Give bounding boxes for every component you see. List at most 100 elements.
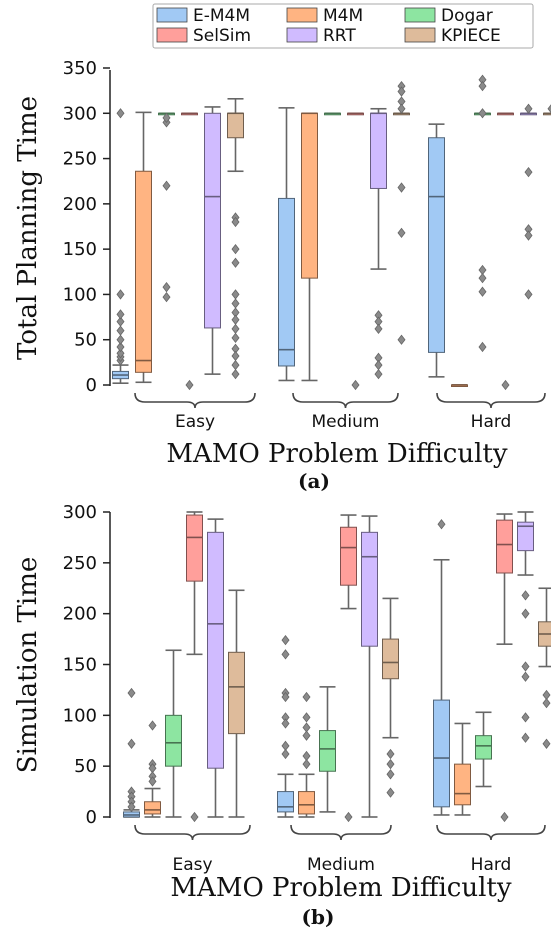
box-iqr [277,791,294,813]
box-iqr [165,714,182,767]
legend-swatch [404,27,436,43]
box-iqr [207,531,224,769]
flier-point [231,243,240,255]
flier-point [437,519,446,530]
panel-b: 0 50 100 150 200 250 300 Easy Medium Hard Simula… [13,502,551,929]
flier-point [116,334,125,345]
flier-point [231,298,240,309]
flier-point [231,323,240,334]
legend-swatch [156,7,188,23]
flier-point [501,379,510,391]
box-iqr [204,112,221,329]
flier-point [374,323,383,334]
plot-area [123,511,551,823]
flier-point [521,661,530,672]
category-brace [292,392,399,409]
x-category-label: Hard [471,855,512,875]
category-brace [134,824,251,841]
box-selsim-medium [347,112,364,391]
flier-point [524,103,533,114]
box-iqr [298,791,315,815]
box-rrt-medium [370,107,387,380]
flier-point [190,811,199,823]
flier-point [281,691,290,703]
flier-point [344,811,353,823]
box-iqr [228,651,245,735]
flier-point [162,291,171,303]
flier-point [524,289,533,300]
flier-point [386,769,395,780]
box-e-m4m-hard [433,519,450,816]
flier-point [281,748,290,760]
flier-point [374,359,383,371]
y-axis-label: Simulation Time [13,557,43,773]
legend-swatch [404,7,436,23]
flier-point [162,112,171,123]
flier-point [521,732,530,743]
box-kpiece-easy [227,97,244,380]
box-dogar-easy [158,112,175,303]
y-axis-label: Total Planning Time [13,96,43,360]
box-m4m-medium [298,691,315,818]
flier-point [478,286,487,297]
y-tick-label: 150 [63,655,97,676]
category-brace [436,824,546,841]
box-selsim-easy [186,511,203,823]
flier-point [386,758,395,770]
panel-a: 0 50 100 150 200 250 300 350 Easy Medium Hard Tot… [13,58,551,493]
flier-point [351,379,360,391]
flier-point [231,350,240,362]
box-iqr [433,699,450,808]
category-brace [436,392,546,409]
box-m4m-hard [451,384,468,387]
box-iqr [144,801,161,815]
legend-label: E-M4M [193,6,250,26]
y-tick-label: 0 [86,375,97,396]
flier-point [397,86,406,97]
box-iqr [382,638,399,680]
box-kpiece-hard [538,587,551,749]
y-tick-label: 150 [63,239,97,260]
box-iqr [428,137,445,353]
flier-point [478,341,487,353]
legend-swatch [286,27,318,43]
flier-point [231,368,240,380]
flier-point [521,671,530,682]
x-category-label: Medium [307,855,375,875]
box-iqr [475,735,492,760]
box-iqr [517,521,534,552]
flier-point [116,325,125,336]
box-iqr [135,170,152,373]
box-m4m-easy [144,720,161,818]
flier-point [231,332,240,344]
x-axis-label: MAMO Problem Difficulty [170,873,511,903]
flier-point [162,282,171,293]
y-tick-label: 200 [63,194,97,215]
flier-point [162,180,171,191]
legend-swatch [286,7,318,23]
y-tick-label: 100 [63,284,97,305]
box-selsim-easy [181,112,198,391]
category-braces: Easy Medium Hard [134,392,546,432]
box-iqr [301,112,318,279]
box-iqr [186,514,203,582]
y-ticks: 0 50 100 150 200 250 300 350 [63,58,110,396]
box-kpiece-hard [543,104,551,116]
flier-point [127,687,136,699]
y-tick-label: 300 [63,103,97,124]
flier-point [397,182,406,193]
box-iqr [370,112,387,189]
flier-point [127,738,136,749]
flier-point [302,691,311,703]
flier-point [397,227,406,238]
box-iqr [319,730,336,772]
legend: E-M4M M4M Dogar SelSim RRT KPIECE [152,3,534,49]
flier-point [231,359,240,371]
flier-point [116,108,125,119]
y-tick-label: 50 [74,756,97,777]
legend-label: SelSim [193,26,251,46]
box-dogar-hard [475,711,492,788]
flier-point [500,811,509,823]
box-dogar-easy [165,649,182,818]
box-m4m-medium [301,112,318,382]
